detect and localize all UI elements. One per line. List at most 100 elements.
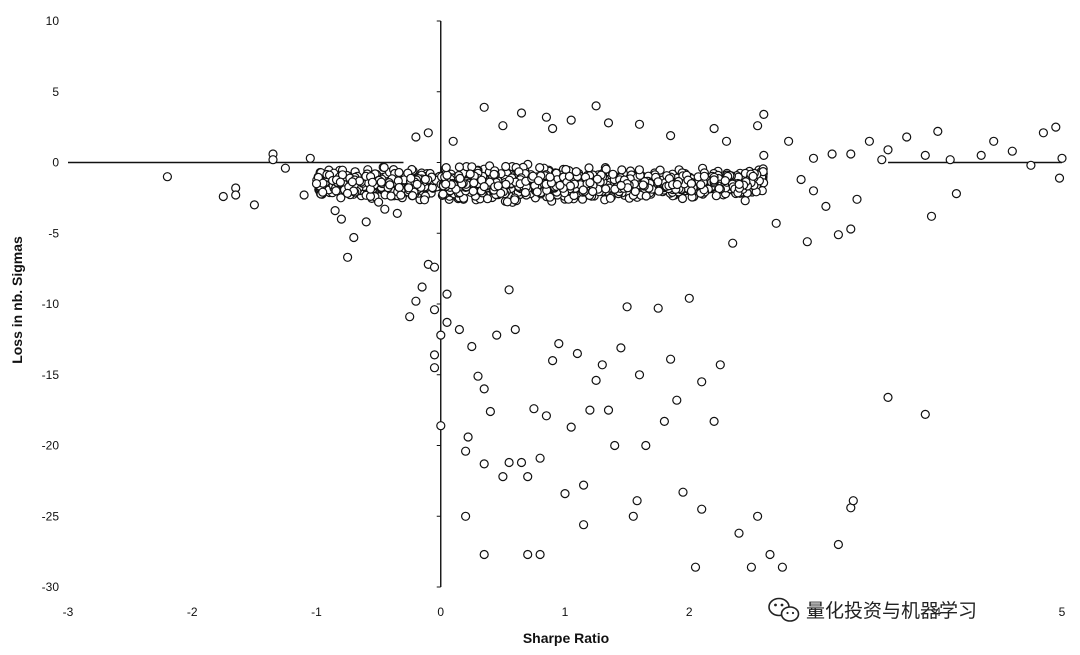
scatter-point — [423, 128, 433, 138]
scatter-point — [419, 195, 430, 205]
scatter-point — [585, 405, 595, 415]
scatter-point — [496, 188, 506, 198]
scatter-point — [1007, 146, 1017, 156]
scatter-point — [752, 511, 763, 521]
scatter-point — [479, 384, 489, 394]
scatter-point — [429, 363, 440, 373]
scatter-point — [989, 136, 999, 146]
scatter-point — [653, 303, 663, 313]
scatter-point — [473, 371, 483, 381]
x-axis-title: Sharpe Ratio — [523, 630, 609, 646]
scatter-point — [305, 153, 315, 163]
scatter-point — [343, 252, 353, 262]
scatter-point — [504, 285, 514, 295]
scatter-point — [394, 167, 404, 178]
scatter-point — [665, 131, 676, 141]
scatter-point — [771, 218, 781, 228]
scatter-point — [728, 238, 738, 248]
scatter-point — [802, 237, 812, 247]
scatter-point — [510, 195, 520, 205]
scatter-point — [218, 191, 228, 202]
watermark: 量化投资与机器学习 — [768, 597, 977, 622]
scatter-point — [578, 520, 589, 530]
scatter-point — [720, 176, 730, 186]
scatter-point — [759, 150, 769, 160]
scatter-point — [479, 549, 489, 560]
scatter-point — [696, 180, 706, 190]
scatter-point — [920, 150, 930, 160]
scatter-point — [864, 136, 875, 146]
scatter-point — [697, 377, 707, 387]
scatter-point — [1038, 128, 1049, 138]
scatter-point — [510, 324, 520, 335]
scatter-point — [404, 183, 414, 193]
scatter-point — [407, 191, 418, 201]
scatter-point — [392, 208, 402, 218]
scatter-point — [555, 180, 565, 190]
scatter-point — [566, 115, 576, 125]
scatter-point — [672, 395, 682, 405]
scatter-point — [429, 305, 440, 315]
scatter-point — [759, 109, 769, 120]
scatter-point — [641, 440, 651, 451]
scatter-point — [379, 162, 389, 173]
scatter-point — [665, 354, 676, 364]
scatter-point — [945, 155, 955, 165]
scatter-point — [638, 180, 648, 190]
scatter-point — [455, 173, 465, 183]
scatter-point — [520, 187, 531, 198]
scatter-point — [734, 179, 744, 189]
scatter-point — [630, 186, 640, 197]
x-tick-label: -2 — [187, 605, 198, 619]
y-tick-label: -30 — [42, 580, 60, 594]
x-tick-label: -1 — [311, 605, 322, 619]
scatter-point — [734, 528, 744, 538]
scatter-point — [709, 175, 719, 185]
scatter-point — [659, 416, 670, 426]
scatter-point — [429, 350, 440, 360]
scatter-point — [554, 339, 564, 349]
scatter-point — [361, 217, 371, 227]
scatter-point — [436, 421, 446, 431]
scatter-point — [578, 480, 589, 490]
scatter-point — [533, 176, 544, 186]
scatter-point — [330, 206, 340, 216]
scatter-point — [465, 169, 475, 179]
scatter-point — [796, 174, 806, 185]
scatter-point — [560, 489, 570, 499]
scatter-points — [162, 101, 1067, 572]
scatter-point — [492, 330, 502, 340]
scatter-point — [454, 162, 464, 172]
scatter-point — [299, 190, 309, 200]
scatter-point — [709, 416, 719, 426]
scatter-point — [592, 174, 603, 184]
scatter-point — [827, 149, 837, 159]
scatter-point — [848, 496, 858, 506]
scatter-point — [628, 511, 638, 521]
scatter-point — [690, 562, 701, 572]
scatter-point — [883, 145, 893, 155]
scatter-point — [411, 132, 421, 142]
scatter-point — [821, 201, 831, 211]
x-tick-label: 5 — [1059, 605, 1066, 619]
scatter-point — [632, 496, 642, 506]
scatter-point — [833, 539, 844, 550]
scatter-point — [482, 194, 493, 204]
scatter-point — [394, 182, 404, 193]
scatter-point — [578, 185, 588, 195]
scatter-point — [1026, 160, 1036, 170]
scatter-point — [605, 193, 616, 203]
scatter-point — [545, 172, 555, 182]
scatter-point — [331, 186, 341, 196]
scatter-point — [808, 186, 819, 196]
scatter-point — [740, 196, 750, 206]
scatter-point — [846, 224, 856, 234]
scatter-point — [231, 190, 241, 200]
scatter-point — [765, 549, 775, 560]
scatter-point — [461, 511, 471, 521]
scatter-point — [380, 204, 390, 214]
scatter-point — [516, 457, 527, 468]
scatter-point — [566, 422, 576, 432]
